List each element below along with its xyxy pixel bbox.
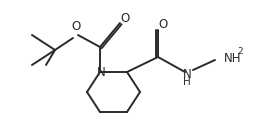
- Text: N: N: [97, 66, 105, 79]
- Text: NH: NH: [224, 51, 241, 64]
- Text: N: N: [183, 68, 191, 81]
- Text: H: H: [183, 77, 191, 87]
- Text: O: O: [120, 12, 130, 25]
- Text: O: O: [71, 21, 81, 34]
- Text: O: O: [158, 18, 168, 31]
- Text: 2: 2: [237, 46, 243, 55]
